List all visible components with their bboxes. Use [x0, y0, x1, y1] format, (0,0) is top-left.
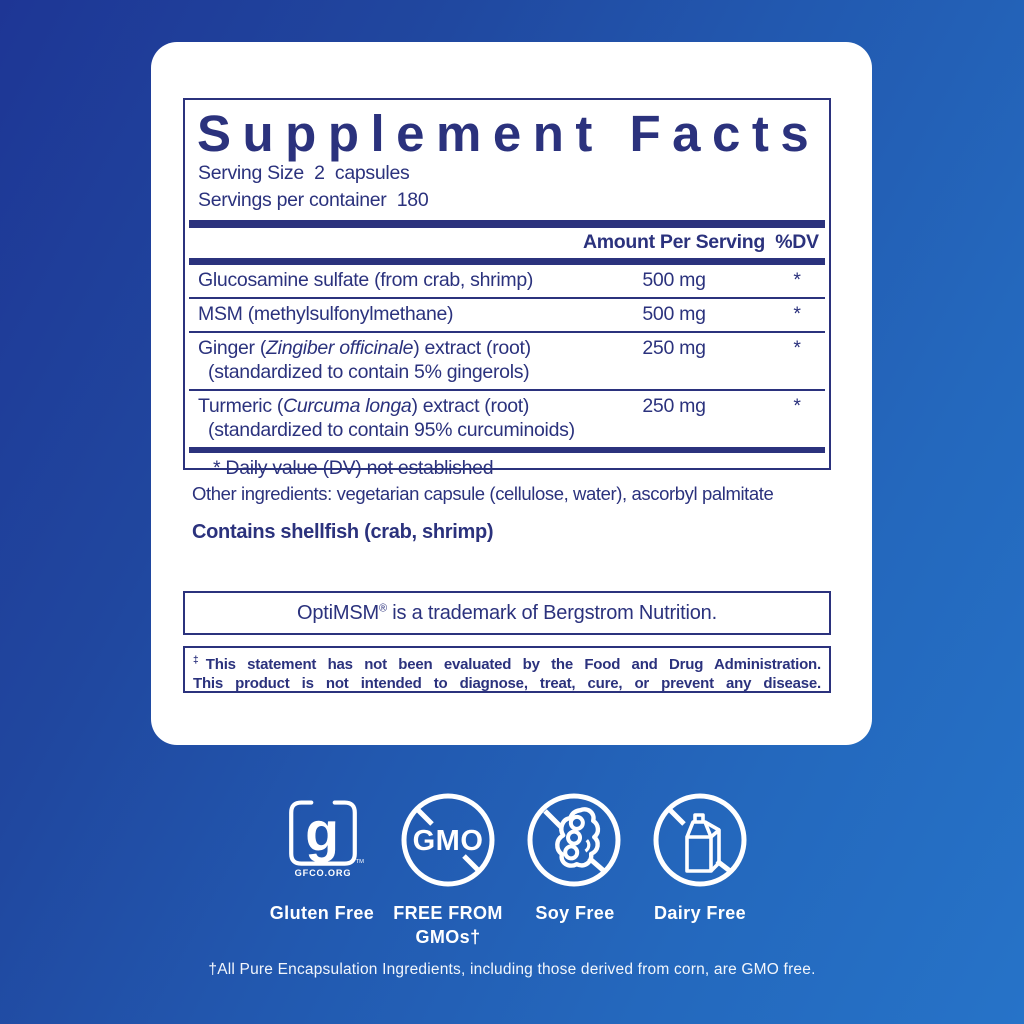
divider-bar-under-header — [189, 258, 825, 265]
nutrient-dv: * — [793, 395, 801, 417]
table-row: Turmeric (Curcuma longa) extract (root)(… — [189, 389, 825, 447]
amount-per-serving-header: Amount Per Serving — [582, 231, 766, 253]
fda-disclaimer-line2: This product is not intended to diagnose… — [193, 675, 821, 692]
nutrient-name: Glucosamine sulfate (from crab, shrimp) — [198, 269, 534, 291]
label-card: Supplement Facts Serving Size 2 capsules… — [151, 42, 872, 745]
nutrient-amount: 250 mg — [642, 337, 706, 359]
allergen-text: Contains shellfish (crab, shrimp) — [192, 521, 494, 543]
divider-bar-bottom — [189, 447, 825, 453]
other-ingredients-text: Other ingredients: vegetarian capsule (c… — [192, 483, 774, 504]
dairy-free-label: Dairy Free — [653, 903, 747, 923]
svg-text:g: g — [305, 801, 339, 863]
gmo-free-label: FREE FROM GMOs† — [393, 903, 503, 947]
nutrient-dv: * — [793, 269, 801, 291]
svg-text:TM: TM — [356, 859, 365, 865]
soy-free-icon — [527, 793, 621, 887]
soy-free-badge — [524, 790, 624, 890]
fda-disclaimer-line1: ‡This statement has not been evaluated b… — [193, 655, 821, 673]
table-row: MSM (methylsulfonylmethane) 500 mg * — [189, 297, 825, 331]
table-row: Ginger (Zingiber officinale) extract (ro… — [189, 331, 825, 389]
gmo-footnote: †All Pure Encapsulation Ingredients, inc… — [208, 961, 816, 978]
nutrient-amount: 500 mg — [642, 303, 706, 325]
nutrient-name: Turmeric (Curcuma longa) extract (root)(… — [198, 395, 575, 441]
nutrient-name: MSM (methylsulfonylmethane) — [198, 303, 454, 325]
trademark-text: OptiMSM® is a trademark of Bergstrom Nut… — [297, 601, 717, 624]
svg-text:GFCO.ORG: GFCO.ORG — [295, 868, 352, 878]
gmo-free-badge: GMO — [398, 790, 498, 890]
nutrient-amount: 250 mg — [642, 395, 706, 417]
svg-text:GMO: GMO — [413, 825, 484, 857]
serving-size-line: Serving Size 2 capsules — [198, 162, 410, 184]
table-header-row: Amount Per Serving %DV — [189, 228, 825, 256]
servings-per-container-line: Servings per container 180 — [198, 189, 429, 211]
nutrient-dv: * — [793, 303, 801, 325]
table-row: Glucosamine sulfate (from crab, shrimp) … — [189, 265, 825, 297]
nutrient-dv: * — [793, 337, 801, 359]
supplement-facts-panel: Supplement Facts Serving Size 2 capsules… — [183, 98, 831, 479]
dairy-free-badge — [650, 790, 750, 890]
nutrient-amount: 500 mg — [642, 269, 706, 291]
gluten-free-badge: g TM GFCO.ORG — [281, 790, 365, 882]
double-dagger-symbol: ‡ — [193, 655, 206, 666]
trademark-box: OptiMSM® is a trademark of Bergstrom Nut… — [183, 591, 831, 635]
fda-disclaimer-box: ‡This statement has not been evaluated b… — [183, 646, 831, 693]
percent-dv-header: %DV — [775, 231, 819, 253]
gfco-gluten-free-icon: g TM GFCO.ORG — [289, 800, 365, 878]
gluten-free-label: Gluten Free — [269, 903, 375, 923]
dairy-free-icon — [653, 793, 747, 887]
divider-bar-top — [189, 220, 825, 228]
panel-title: Supplement Facts — [197, 105, 821, 162]
soy-free-label: Soy Free — [535, 903, 615, 923]
gmo-free-icon: GMO — [401, 793, 495, 887]
registered-symbol: ® — [378, 601, 387, 614]
nutrient-name: Ginger (Zingiber officinale) extract (ro… — [198, 337, 531, 383]
daily-value-note: * Daily value (DV) not established — [213, 457, 494, 479]
